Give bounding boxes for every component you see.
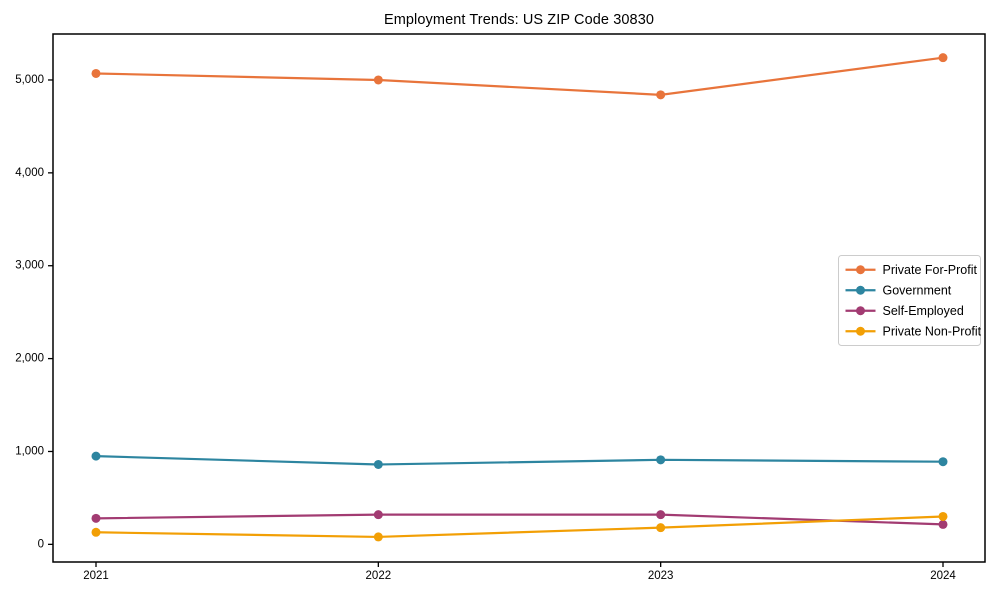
series-marker-self-employed — [938, 519, 948, 529]
series-marker-private-for-profit — [373, 75, 383, 85]
series-line-private-for-profit — [94, 56, 945, 96]
series-self-employed — [91, 510, 948, 529]
series-marker-private-for-profit — [91, 68, 101, 78]
legend: Private For-Profit Government Self-Employe… — [838, 255, 982, 346]
legend-marker — [856, 306, 865, 316]
x-tick-label: 2024 — [930, 570, 956, 582]
series-marker-private-non-profit — [938, 511, 948, 521]
legend-item-government: Government — [845, 283, 952, 297]
series-marker-private-non-profit — [373, 532, 383, 542]
x-axis: 2021 2022 2023 2024 — [83, 562, 956, 582]
y-axis: 0 1,000 2,000 3,000 4,000 5,000 — [15, 74, 53, 550]
legend-label: Private Non-Profit — [883, 324, 982, 338]
series-government — [91, 451, 948, 469]
legend-marker — [856, 326, 865, 336]
legend-item-private-non-profit: Private Non-Profit — [845, 324, 982, 338]
series-marker-government — [91, 451, 101, 461]
series-line-self-employed — [94, 513, 945, 526]
y-tick-label: 5,000 — [15, 74, 44, 86]
legend-item-self-employed: Self-Employed — [845, 304, 964, 318]
legend-marker — [856, 285, 865, 295]
series-marker-self-employed — [91, 513, 101, 523]
series-private-non-profit — [91, 511, 948, 542]
series-private-for-profit — [91, 53, 948, 100]
series-marker-private-non-profit — [91, 527, 101, 537]
series-marker-government — [656, 455, 666, 465]
legend-box — [838, 255, 981, 346]
series-marker-private-for-profit — [656, 90, 666, 100]
legend-label: Government — [883, 283, 952, 297]
y-tick-label: 1,000 — [15, 445, 44, 457]
x-tick-label: 2023 — [648, 570, 674, 582]
series-marker-private-for-profit — [938, 53, 948, 63]
x-tick-label: 2022 — [366, 570, 392, 582]
legend-label: Private For-Profit — [883, 263, 978, 277]
y-tick-label: 3,000 — [15, 260, 44, 272]
legend-item-private-for-profit: Private For-Profit — [845, 263, 978, 277]
series-marker-self-employed — [656, 510, 666, 520]
x-tick-label: 2021 — [83, 570, 109, 582]
y-tick-label: 4,000 — [15, 167, 44, 179]
legend-label: Self-Employed — [883, 304, 964, 318]
series-marker-self-employed — [373, 510, 383, 520]
y-tick-label: 0 — [38, 538, 44, 550]
series-line-government — [94, 455, 945, 466]
chart-title: Employment Trends: US ZIP Code 30830 — [383, 12, 655, 28]
series-marker-private-non-profit — [656, 523, 666, 533]
y-tick-label: 2,000 — [15, 353, 44, 365]
legend-marker — [856, 265, 865, 275]
series-marker-government — [373, 459, 383, 469]
plot-border — [52, 33, 986, 563]
series-line-private-non-profit — [94, 515, 945, 539]
series-marker-government — [938, 457, 948, 467]
